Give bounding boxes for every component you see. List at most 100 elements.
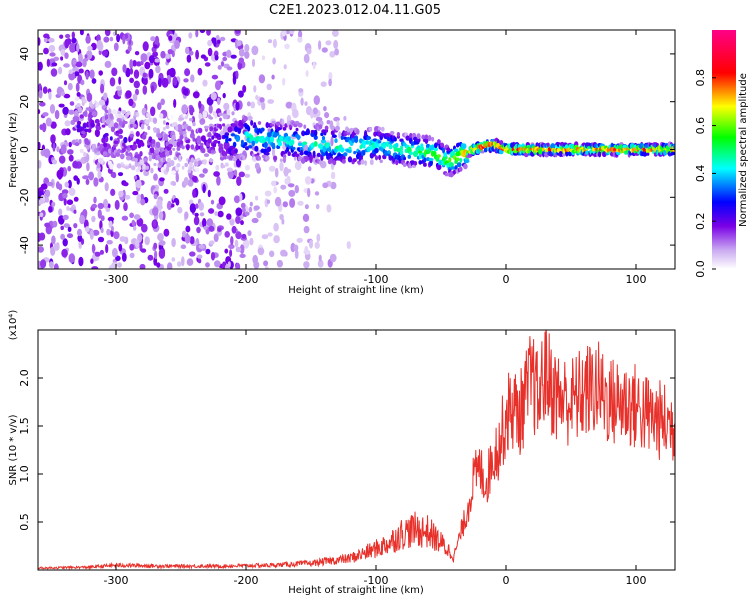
noise-blob [64, 181, 69, 188]
ridge-blob [168, 143, 174, 148]
ridge-blob [109, 163, 114, 170]
ridge-blob [181, 145, 185, 150]
noise-blob [214, 260, 221, 268]
ridge-blob [250, 120, 254, 126]
ridge-blob [369, 159, 374, 166]
ridge-blob [129, 133, 135, 138]
noise-blob [91, 203, 98, 209]
ridge-blob [228, 138, 232, 142]
noise-blob [268, 165, 276, 172]
ridge-blob [443, 152, 448, 158]
ridge-blob [282, 156, 287, 164]
ridge-blob [198, 113, 203, 120]
ridge-blob [297, 142, 303, 147]
noise-blob [205, 248, 211, 255]
noise-blob [176, 124, 183, 133]
noise-blob [330, 181, 337, 190]
ridge-blob [354, 138, 359, 143]
ridge-blob [175, 125, 179, 132]
noise-blob [116, 85, 122, 91]
y-tick-label: 40 [18, 47, 31, 61]
noise-blob [67, 82, 73, 91]
noise-blob [152, 220, 157, 227]
ridge-blob [100, 157, 104, 164]
ridge-blob [121, 147, 127, 153]
ridge-blob [296, 135, 301, 140]
noise-blob [235, 101, 240, 111]
noise-blob [129, 243, 135, 251]
noise-blob [207, 47, 213, 57]
noise-blob [52, 220, 58, 228]
noise-blob [252, 58, 255, 68]
noise-blob [188, 32, 193, 39]
noise-blob [210, 251, 216, 261]
noise-blob [307, 187, 311, 198]
ridge-blob [318, 124, 323, 130]
noise-blob [109, 77, 116, 87]
y-tick-label: 0 [18, 146, 31, 153]
ridge-blob [273, 155, 278, 161]
noise-blob [136, 217, 144, 227]
ridge-blob [670, 151, 675, 156]
snr-multiplier: (x10⁴) [8, 310, 19, 341]
noise-blob [63, 223, 70, 228]
noise-blob [118, 243, 123, 252]
noise-blob [168, 35, 173, 41]
noise-blob [254, 162, 260, 170]
noise-blob [294, 249, 299, 259]
noise-blob [58, 155, 66, 164]
ridge-blob [332, 159, 337, 166]
noise-blob [274, 167, 279, 178]
noise-blob [196, 226, 201, 234]
noise-blob [109, 36, 114, 42]
noise-blob [66, 206, 70, 211]
ridge-blob [329, 158, 334, 163]
ridge-blob [377, 126, 382, 131]
ridge-blob [409, 132, 413, 140]
noise-blob [82, 58, 87, 68]
ridge-blob [165, 150, 170, 157]
noise-blob [167, 200, 172, 208]
ridge-blob [234, 126, 239, 133]
ridge-blob [202, 159, 207, 165]
ridge-blob [265, 151, 270, 156]
noise-blob [261, 101, 266, 111]
noise-blob [206, 30, 211, 36]
ridge-blob [82, 151, 87, 157]
ridge-blob [313, 141, 318, 147]
noise-blob [89, 69, 95, 79]
ridge-blob [135, 131, 140, 137]
ridge-blob [218, 112, 223, 117]
ridge-blob [117, 148, 122, 154]
ridge-blob [192, 137, 196, 142]
ridge-blob [159, 113, 164, 119]
noise-blob [103, 92, 108, 100]
noise-blob [226, 213, 232, 220]
noise-blob [140, 53, 148, 63]
ridge-blob [234, 148, 238, 154]
ridge-blob [163, 137, 169, 141]
ridge-blob [379, 159, 383, 163]
spectrogram-marks [38, 30, 675, 269]
noise-blob [101, 49, 108, 57]
noise-blob [129, 252, 135, 259]
y-tick-label: -20 [18, 188, 31, 206]
ridge-blob [179, 130, 184, 137]
ridge-blob [399, 145, 404, 151]
noise-blob [150, 85, 155, 94]
ridge-blob [193, 111, 199, 117]
noise-blob [42, 86, 48, 94]
ridge-blob [282, 126, 287, 131]
noise-blob [51, 201, 56, 207]
ridge-blob [395, 142, 399, 148]
noise-blob [123, 182, 129, 187]
noise-blob [343, 116, 347, 121]
noise-blob [279, 161, 284, 172]
ridge-blob [310, 143, 315, 149]
snr-frame [37, 329, 676, 571]
x-tick-label: -200 [234, 273, 259, 286]
colorbar-tick-label: 0.6 [694, 117, 707, 135]
noise-blob [261, 55, 266, 61]
noise-blob [38, 109, 41, 114]
